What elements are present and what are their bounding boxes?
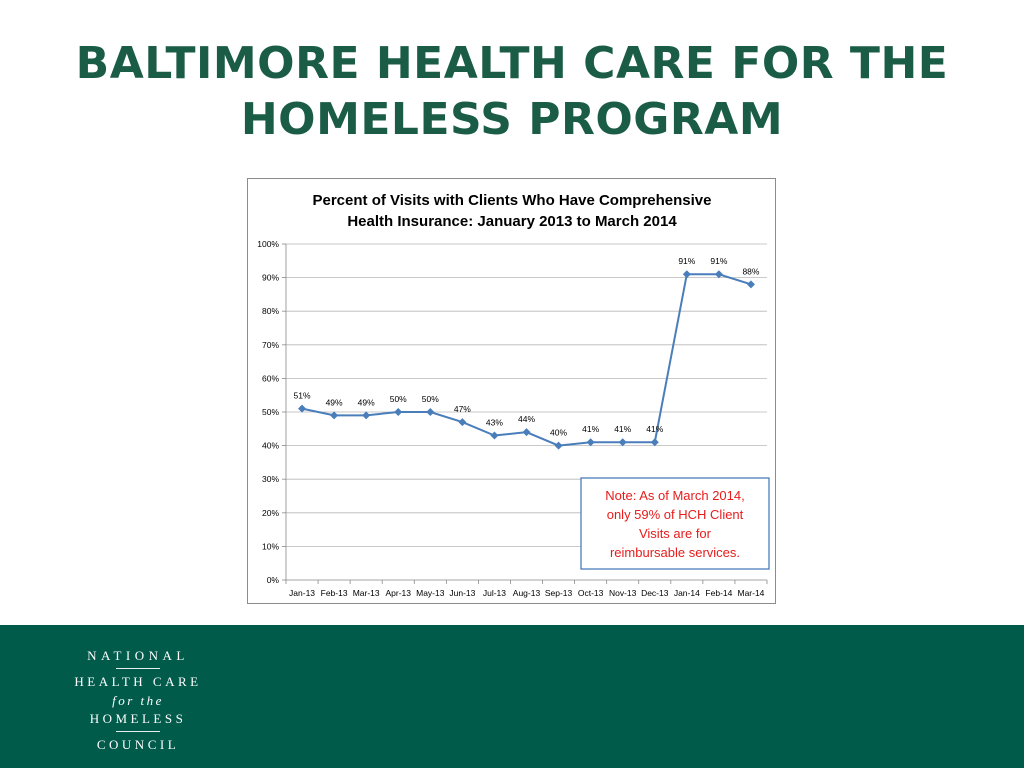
x-tick-label: May-13 (416, 588, 445, 598)
y-tick-label: 30% (262, 474, 279, 484)
data-point-marker (490, 431, 499, 440)
logo-line-2: HEALTH CARE (74, 674, 202, 689)
data-point-marker (618, 438, 627, 447)
data-point-marker (650, 438, 659, 447)
logo-line-1: NATIONAL (87, 648, 189, 663)
y-tick-label: 100% (257, 239, 279, 249)
data-point-marker (394, 408, 403, 416)
y-tick-label: 90% (262, 273, 279, 283)
council-logo: NATIONAL HEALTH CARE for the HOMELESS CO… (58, 646, 218, 755)
data-point-marker (330, 411, 339, 420)
x-tick-label: Nov-13 (609, 588, 637, 598)
y-tick-label: 80% (262, 306, 279, 316)
data-label: 91% (710, 256, 727, 266)
y-tick-label: 60% (262, 373, 279, 383)
data-point-marker (586, 438, 595, 447)
data-label: 43% (486, 418, 503, 428)
x-tick-label: Jun-13 (449, 588, 475, 598)
data-point-marker (298, 404, 307, 413)
data-label: 50% (390, 394, 407, 404)
note-box (580, 477, 770, 570)
footer-band (0, 625, 1024, 768)
data-label: 51% (294, 391, 311, 401)
x-tick-label: Oct-13 (578, 588, 604, 598)
y-tick-label: 50% (262, 407, 279, 417)
slide-title-line-1: BALTIMORE HEALTH CARE FOR THE (75, 38, 949, 89)
chart-title-line: Health Insurance: January 2013 to March … (347, 213, 677, 230)
note-text-line: Visits are for (639, 526, 712, 541)
x-tick-label: Jan-13 (289, 588, 315, 598)
x-tick-label: Mar-13 (353, 588, 380, 598)
chart-title-line: Percent of Visits with Clients Who Have … (313, 192, 712, 209)
slide-title: BALTIMORE HEALTH CARE FOR THE HOMELESS P… (40, 36, 984, 148)
y-tick-label: 70% (262, 340, 279, 350)
logo-line-3: for the (112, 693, 164, 708)
slide-title-line-2: HOMELESS PROGRAM (240, 94, 784, 145)
data-label: 40% (550, 428, 567, 438)
data-label: 50% (422, 394, 439, 404)
data-point-marker (362, 411, 371, 420)
logo-line-5: COUNCIL (96, 737, 180, 752)
x-tick-label: Jan-14 (674, 588, 700, 598)
x-tick-label: Feb-14 (705, 588, 732, 598)
y-tick-label: 0% (267, 575, 280, 585)
y-tick-label: 20% (262, 508, 279, 518)
data-label: 41% (646, 424, 663, 434)
y-tick-label: 40% (262, 441, 279, 451)
data-label: 41% (614, 424, 631, 434)
data-point-marker (426, 408, 435, 416)
data-point-marker (714, 270, 723, 279)
note-text-line: reimbursable services. (610, 545, 740, 560)
data-point-marker (522, 428, 531, 437)
data-label: 88% (742, 266, 759, 276)
data-label: 91% (678, 256, 695, 266)
x-tick-label: Apr-13 (385, 588, 411, 598)
y-tick-label: 10% (262, 541, 279, 551)
x-tick-label: Aug-13 (513, 588, 541, 598)
x-tick-label: Feb-13 (321, 588, 348, 598)
chart-frame: Percent of Visits with Clients Who Have … (247, 178, 776, 604)
line-chart: Percent of Visits with Clients Who Have … (257, 192, 770, 598)
data-point-marker (682, 270, 691, 279)
logo-rule-1 (116, 668, 160, 669)
note-text-line: Note: As of March 2014, (605, 488, 744, 503)
data-label: 44% (518, 414, 535, 424)
data-point-marker (746, 280, 755, 289)
logo-line-4: HOMELESS (89, 711, 187, 726)
logo-rule-2 (116, 731, 160, 732)
note-text-line: only 59% of HCH Client (607, 507, 744, 522)
x-tick-label: Dec-13 (641, 588, 669, 598)
x-tick-label: Jul-13 (483, 588, 506, 598)
data-point-marker (554, 441, 563, 450)
data-label: 49% (358, 397, 375, 407)
x-tick-label: Sep-13 (545, 588, 573, 598)
data-label: 41% (582, 424, 599, 434)
data-label: 49% (326, 397, 343, 407)
data-point-marker (458, 418, 467, 427)
x-tick-label: Mar-14 (737, 588, 764, 598)
data-label: 47% (454, 404, 471, 414)
